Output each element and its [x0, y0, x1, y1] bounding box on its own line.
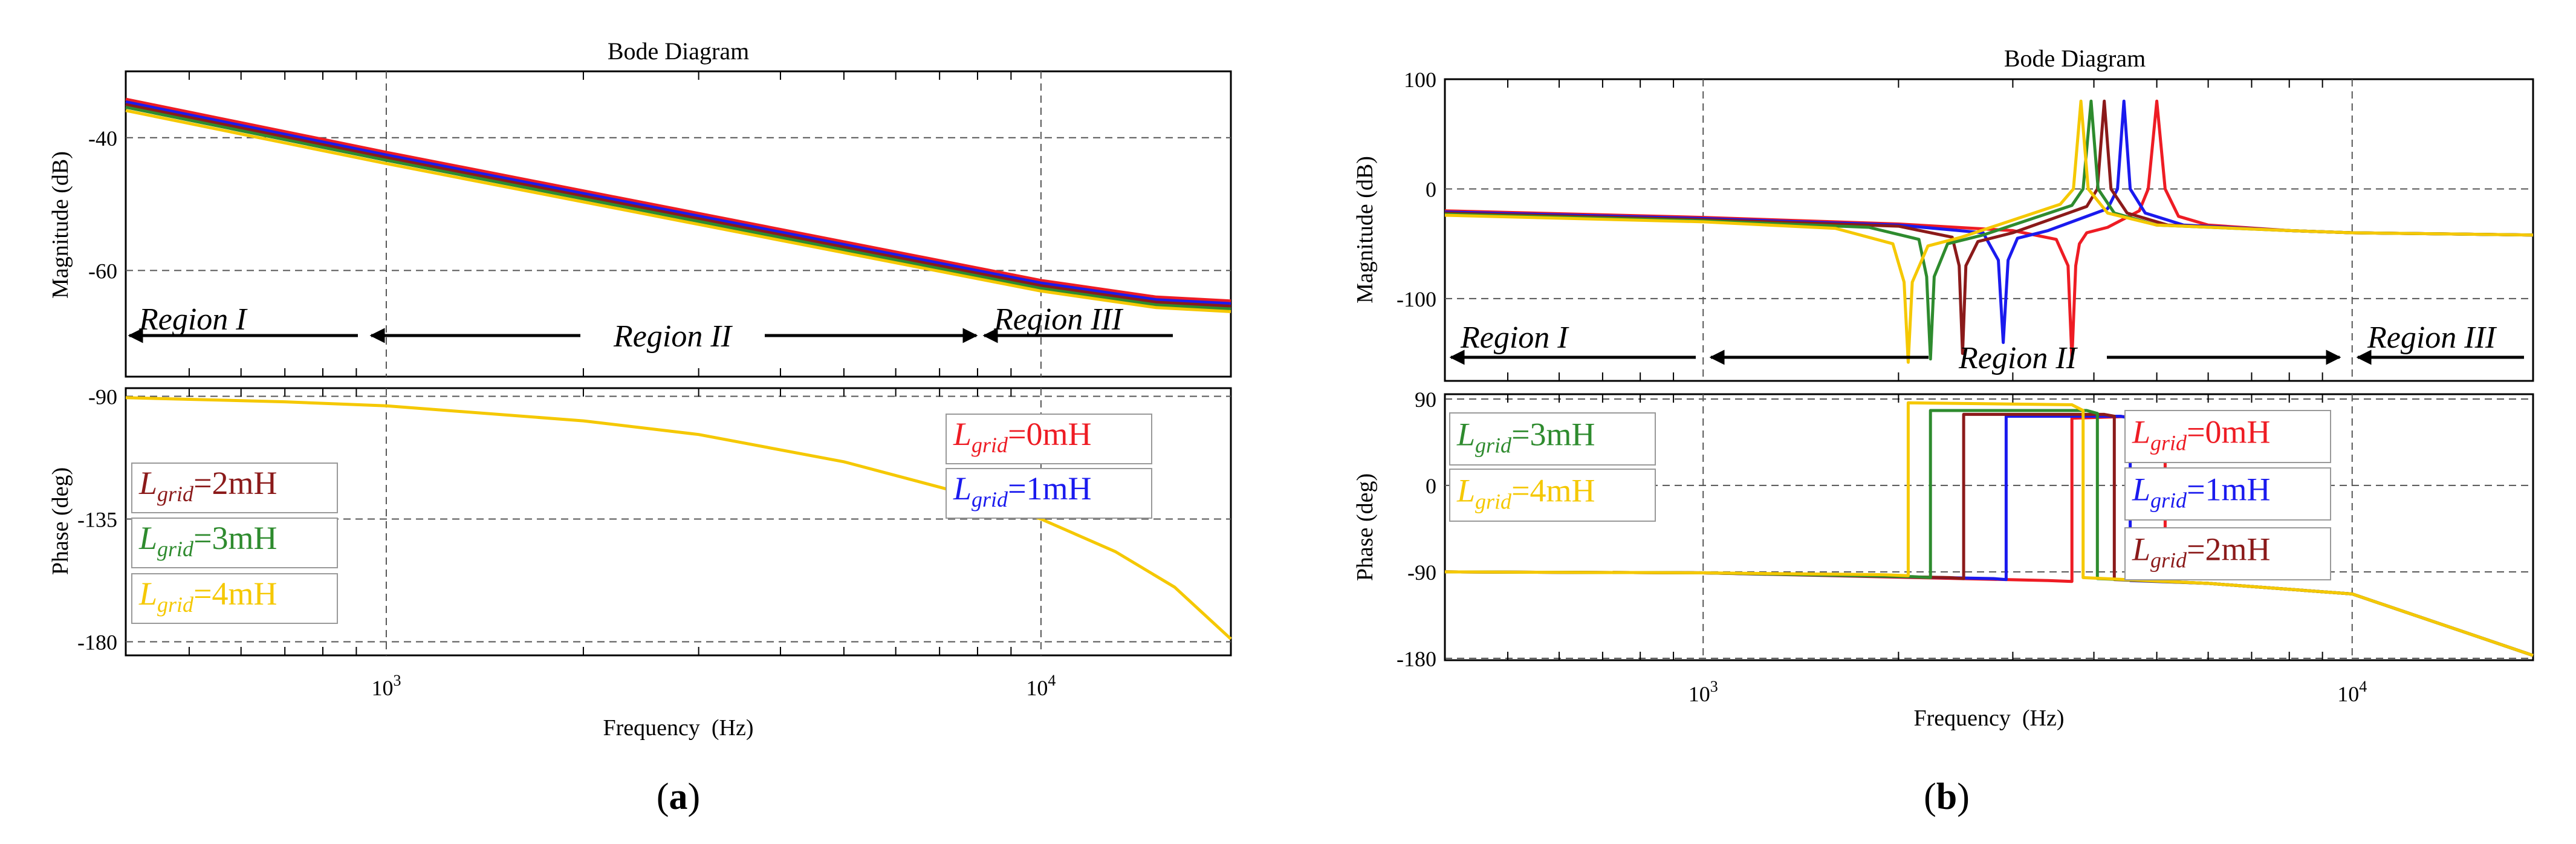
- y-tick-label: 90: [1415, 388, 1436, 412]
- y-tick-label: -180: [77, 630, 117, 654]
- y-tick-label: -135: [77, 507, 117, 531]
- y-tick-label: -100: [1397, 287, 1436, 311]
- magnitude-series-blue: [125, 100, 1231, 305]
- magnitude-series-red: [125, 97, 1231, 303]
- magnitude-series-yellow: [125, 109, 1231, 313]
- legend-label: Lgrid=3mH: [1456, 416, 1595, 457]
- magnitude-ylabel: Magnitude (dB): [48, 151, 73, 299]
- region-label: Region III: [993, 302, 1124, 337]
- legend-box: [1449, 412, 1656, 466]
- region-annotations: Region I Region II Region III: [128, 302, 1173, 354]
- phase-series: [125, 396, 1232, 640]
- magnitude-series-yellow: [1444, 99, 2534, 364]
- region-label: Region III: [2367, 320, 2497, 355]
- legend-box: [2124, 467, 2331, 521]
- legend-entry-green: Lgrid=3mH: [1449, 412, 1656, 466]
- region-label: Region I: [1460, 320, 1569, 355]
- legend-label: Lgrid=3mH: [138, 520, 277, 561]
- legend-entry-green: Lgrid=3mH: [131, 518, 338, 568]
- phase-gridlines: [125, 388, 1231, 655]
- magnitude-series-green: [125, 105, 1231, 311]
- x-tick-label: 103: [371, 672, 401, 700]
- magnitude-series-red: [1444, 99, 2534, 361]
- legend-entry-darkred: Lgrid=2mH: [2124, 527, 2331, 580]
- legend-entry-yellow: Lgrid=4mH: [1449, 469, 1656, 522]
- magnitude-gridlines: [125, 71, 1231, 377]
- magnitude-axes: [1444, 78, 2534, 382]
- y-tick-label: 0: [1426, 474, 1436, 498]
- legend-label: Lgrid=1mH: [2132, 471, 2271, 512]
- magnitude-tick-labels: -40 -60: [88, 126, 117, 284]
- x-tick-labels: 103 104: [1689, 678, 2367, 706]
- x-tick-labels: 103 104: [371, 672, 1056, 700]
- phase-ylabel: Phase (deg): [48, 467, 73, 575]
- phase-tick-labels: -90 -135 -180: [77, 385, 117, 655]
- legend-label: Lgrid=2mH: [2132, 531, 2271, 572]
- legend-label: Lgrid=2mH: [138, 465, 277, 506]
- region-annotations: Region I Region II Region III: [1449, 320, 2524, 375]
- y-tick-label: -60: [88, 259, 117, 283]
- phase-tick-labels: 90 0 -90 -180: [1397, 388, 1436, 671]
- legend-label: Lgrid=4mH: [138, 576, 277, 617]
- y-tick-label: -180: [1397, 647, 1436, 671]
- legend-entry-red: Lgrid=0mH: [2124, 410, 2331, 463]
- legend: Lgrid=0mH Lgrid=1mH Lgrid=2mH Lgrid=3mH Lgri…: [1449, 410, 2331, 580]
- legend-box: [1449, 469, 1656, 522]
- region-label: Region II: [1958, 341, 2078, 375]
- panel-b: Bode Diagram Region I Region II Region III…: [1352, 45, 2534, 817]
- region-label: Region I: [138, 302, 248, 337]
- y-tick-label: -90: [1407, 560, 1436, 585]
- magnitude-series-darkred: [125, 103, 1231, 308]
- legend-entry-blue: Lgrid=1mH: [946, 468, 1152, 519]
- phase-axes: [1444, 393, 2534, 661]
- legend-entry-red: Lgrid=0mH: [946, 414, 1152, 464]
- magnitude-series-blue: [1444, 99, 2534, 344]
- y-tick-label: -90: [88, 385, 117, 409]
- legend-label: Lgrid=4mH: [1456, 472, 1595, 513]
- phase-ylabel: Phase (deg): [1352, 473, 1378, 581]
- panel-label: (b): [1924, 776, 1970, 817]
- legend-box: [946, 414, 1152, 464]
- legend: Lgrid=0mH Lgrid=1mH Lgrid=2mH Lgrid=3mH Lgri…: [131, 414, 1152, 624]
- magnitude-gridlines: [1444, 79, 2533, 381]
- x-axis-label: Frequency (Hz): [1913, 706, 2064, 731]
- chart-title: Bode Diagram: [2004, 45, 2146, 72]
- magnitude-ylabel: Magnitude (dB): [1352, 156, 1378, 304]
- y-tick-label: -40: [88, 126, 117, 151]
- legend-box: [2124, 527, 2331, 580]
- y-tick-label: 100: [1404, 68, 1436, 92]
- x-tick-label: 104: [2337, 678, 2367, 706]
- legend-entry-yellow: Lgrid=4mH: [131, 573, 338, 624]
- phase-series-yellow: [1444, 401, 2534, 657]
- legend-entry-darkred: Lgrid=2mH: [131, 463, 338, 513]
- region-label: Region II: [613, 319, 733, 354]
- magnitude-series: [1444, 99, 2534, 364]
- legend-box: [946, 468, 1152, 519]
- legend-box: [131, 463, 338, 513]
- y-tick-label: 0: [1426, 177, 1436, 201]
- magnitude-tick-labels: 100 0 -100: [1397, 68, 1436, 311]
- legend-box: [131, 573, 338, 624]
- legend-label: Lgrid=0mH: [953, 416, 1092, 457]
- phase-axes: [125, 387, 1232, 657]
- panel-a: Bode Diagram Region I Region II Region III…: [48, 37, 1232, 817]
- magnitude-series: [125, 97, 1231, 313]
- chart-title: Bode Diagram: [608, 37, 749, 65]
- legend-entry-blue: Lgrid=1mH: [2124, 467, 2331, 521]
- x-axis-label: Frequency (Hz): [603, 715, 753, 741]
- legend-label: Lgrid=0mH: [2132, 414, 2271, 455]
- legend-label: Lgrid=1mH: [953, 470, 1092, 511]
- x-tick-label: 103: [1689, 678, 1718, 706]
- phase-series-yellow: [125, 396, 1232, 640]
- legend-box: [2124, 410, 2331, 463]
- x-tick-label: 104: [1026, 672, 1056, 700]
- panel-label: (a): [657, 776, 700, 817]
- magnitude-axes: [125, 70, 1232, 378]
- legend-box: [131, 518, 338, 568]
